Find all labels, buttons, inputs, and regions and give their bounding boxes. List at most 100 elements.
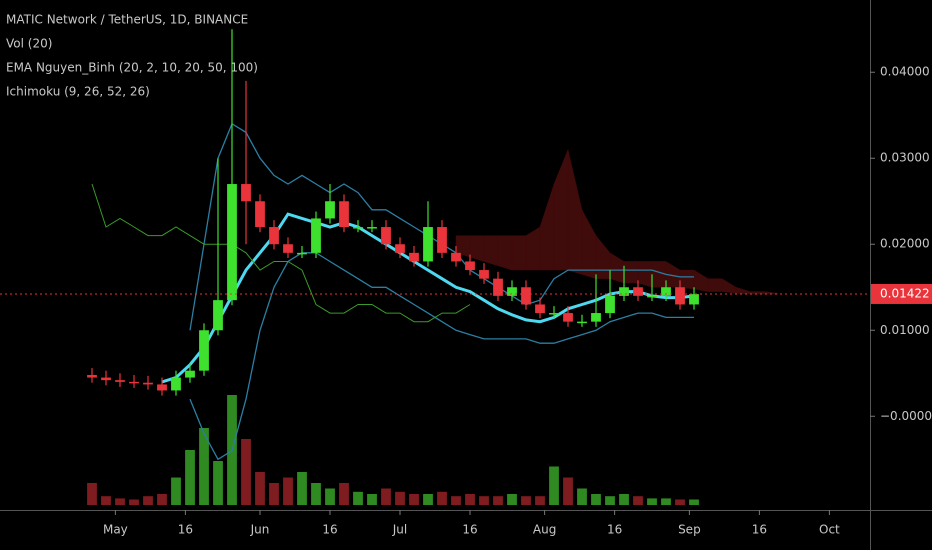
volume-bar	[535, 496, 545, 505]
candle-body	[493, 278, 503, 296]
volume-bar	[549, 466, 559, 505]
y-tick-label: 0.03000	[880, 151, 930, 165]
candle-body	[549, 313, 559, 315]
y-tick-label: 0.01000	[880, 323, 930, 337]
candle-body	[479, 270, 489, 279]
x-tick-label: 16	[462, 523, 477, 537]
candle-body	[157, 384, 167, 391]
x-tick-label: 16	[322, 523, 337, 537]
candle-body	[213, 300, 223, 331]
candle-body	[577, 321, 587, 324]
candle-body	[675, 287, 685, 305]
candle-body	[115, 380, 125, 382]
volume-bar	[241, 439, 251, 505]
x-tick-label: Sep	[678, 523, 701, 537]
ichimoku-cloud	[511, 235, 527, 271]
candle-body	[129, 381, 139, 384]
volume-bar	[619, 494, 629, 505]
ichimoku-cloud	[483, 235, 499, 267]
candle-body	[689, 294, 699, 305]
volume-bar	[311, 483, 321, 505]
candle-body	[227, 184, 237, 301]
volume-bar	[367, 494, 377, 505]
candle-body	[199, 330, 209, 371]
x-tick-label: Jun	[250, 523, 270, 537]
candle-body	[633, 287, 643, 296]
x-tick-label: Oct	[819, 523, 840, 537]
volume-bar	[339, 483, 349, 505]
candle-body	[423, 227, 433, 262]
volume-bar	[269, 483, 279, 505]
candle-body	[367, 227, 377, 229]
volume-bar	[87, 483, 97, 505]
candle-body	[171, 377, 181, 391]
candle-body	[381, 227, 391, 245]
ichimoku-cloud	[469, 235, 485, 262]
ichimoku-cloud	[497, 235, 513, 271]
candle-body	[661, 287, 671, 296]
indicator-label: EMA Nguyen_Binh (20, 2, 10, 20, 50, 100)	[6, 61, 258, 75]
last-price-label: 0.01422	[880, 286, 930, 300]
candle-body	[563, 313, 573, 322]
volume-bar	[143, 496, 153, 505]
y-tick-label: −0.00000	[880, 409, 932, 423]
x-tick-label: Jul	[392, 523, 407, 537]
volume-bar	[185, 450, 195, 505]
candle-body	[605, 295, 615, 314]
candle-body	[143, 382, 153, 385]
volume-bar	[633, 496, 643, 505]
indicator-line	[91, 183, 471, 323]
last-price-box	[871, 283, 932, 304]
volume-bar	[577, 488, 587, 505]
indicator-label: Ichimoku (9, 26, 52, 26)	[6, 85, 150, 99]
candle-body	[451, 252, 461, 262]
candle-body	[507, 287, 517, 296]
chart-title: MATIC Network / TetherUS, 1D, BINANCE	[6, 13, 248, 27]
volume-bar	[255, 472, 265, 505]
volume-bar	[689, 499, 699, 505]
ichimoku-cloud	[637, 261, 653, 288]
volume-bar	[591, 494, 601, 505]
volume-bar	[675, 499, 685, 505]
candle-body	[647, 295, 657, 298]
ichimoku-cloud	[679, 269, 695, 290]
candle-body	[395, 244, 405, 253]
candle-body	[241, 184, 251, 202]
x-tick-label: 16	[752, 523, 767, 537]
volume-bar	[395, 491, 405, 505]
volume-bar	[521, 496, 531, 505]
candle-body	[87, 374, 97, 378]
volume-bar	[409, 494, 419, 505]
volume-bar	[213, 461, 223, 505]
volume-bar	[437, 491, 447, 505]
x-tick-label: Aug	[533, 523, 556, 537]
candle-body	[619, 287, 629, 296]
volume-bar	[493, 496, 503, 505]
volume-bar	[423, 494, 433, 505]
indicator-line	[189, 252, 694, 461]
candle-body	[465, 261, 475, 271]
plot-area	[87, 29, 779, 505]
candle-body	[325, 201, 335, 219]
volume-bar	[101, 496, 111, 505]
candle-body	[591, 313, 601, 322]
volume-bar	[451, 496, 461, 505]
volume-bar	[171, 477, 181, 505]
y-tick-label: 0.04000	[880, 65, 930, 79]
candle-body	[255, 201, 265, 228]
x-tick-label: May	[103, 523, 128, 537]
candle-body	[409, 252, 419, 262]
volume-bar	[465, 494, 475, 505]
candle-body	[311, 218, 321, 253]
volume-bar	[605, 496, 615, 505]
candle-body	[269, 227, 279, 245]
x-tick-label: 16	[607, 523, 622, 537]
volume-bar	[157, 494, 167, 505]
candle-body	[185, 370, 195, 378]
y-tick-label: 0.02000	[880, 237, 930, 251]
volume-bar	[199, 428, 209, 505]
candle-body	[535, 304, 545, 314]
volume-bar	[297, 472, 307, 505]
